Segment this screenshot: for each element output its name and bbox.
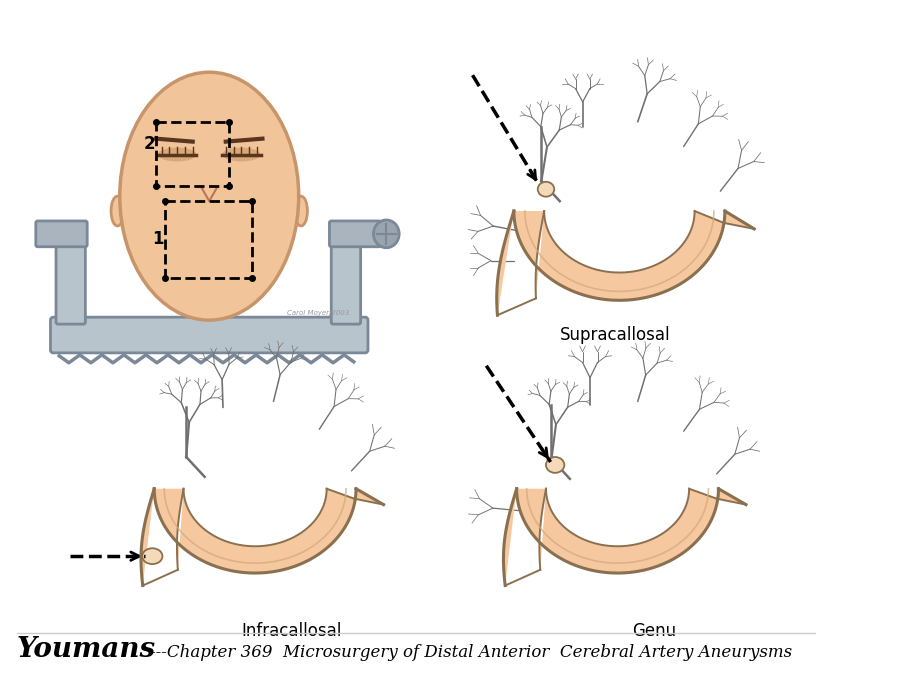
Ellipse shape [142,548,162,564]
Ellipse shape [294,196,308,226]
Text: 1: 1 [152,230,164,248]
FancyBboxPatch shape [331,229,361,324]
FancyBboxPatch shape [56,229,86,324]
Bar [166,201,252,279]
Circle shape [374,220,400,248]
Text: Genu: Genu [632,622,676,639]
Ellipse shape [537,182,554,196]
Text: Youmans: Youmans [16,637,156,664]
Text: Supracallosal: Supracallosal [560,326,670,344]
Polygon shape [141,489,383,585]
FancyBboxPatch shape [329,221,381,247]
Ellipse shape [222,148,261,161]
Text: Infracallosal: Infracallosal [241,622,342,639]
Ellipse shape [120,72,299,320]
Text: Carol Moyer/2003: Carol Moyer/2003 [287,310,349,316]
Ellipse shape [111,196,124,226]
Bar [156,122,230,186]
Polygon shape [503,489,746,585]
FancyBboxPatch shape [36,221,87,247]
Polygon shape [497,211,754,315]
Text: ---Chapter 369  Microsurgery of Distal Anterior  Cerebral Artery Aneurysms: ---Chapter 369 Microsurgery of Distal An… [149,645,792,662]
Text: 2: 2 [143,134,155,153]
Ellipse shape [546,457,564,473]
Ellipse shape [158,148,196,161]
FancyBboxPatch shape [50,317,368,353]
